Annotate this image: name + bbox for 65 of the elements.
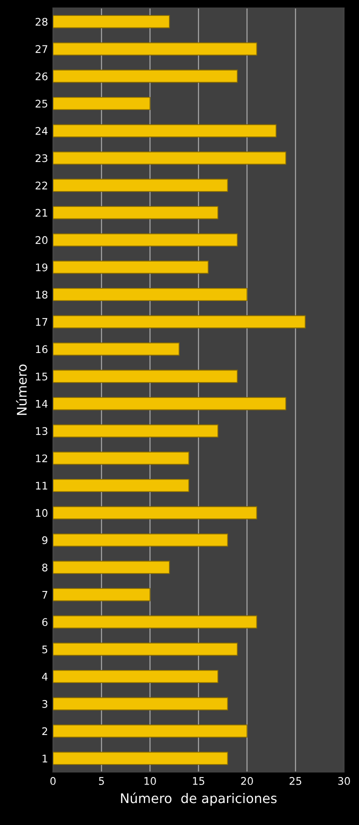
y-tick-label: 15	[36, 372, 48, 380]
bar	[53, 178, 228, 192]
y-tick-label: 14	[36, 400, 48, 408]
y-tick-label: 18	[36, 290, 48, 299]
y-tick-label: 7	[42, 591, 48, 599]
bar	[53, 588, 150, 602]
x-tick-label: 25	[290, 777, 302, 785]
x-tick-label: 15	[193, 777, 204, 785]
y-tick-label: 24	[36, 127, 48, 135]
y-tick-label: 6	[42, 618, 48, 626]
x-tick-label: 20	[241, 777, 253, 785]
y-tick-label: 2	[42, 727, 48, 736]
y-tick-label: 21	[36, 208, 48, 217]
y-axis-title: Número	[16, 364, 27, 415]
bar	[53, 42, 258, 56]
bar	[53, 752, 228, 765]
y-tick-label: 4	[42, 672, 48, 680]
bar	[53, 534, 228, 547]
bar	[53, 452, 190, 465]
y-tick-label: 12	[36, 454, 48, 462]
bar	[53, 506, 258, 520]
bar	[53, 15, 170, 28]
x-tick-label: 10	[144, 777, 156, 785]
y-tick-label: 1	[42, 754, 48, 762]
y-tick-label: 8	[42, 564, 48, 572]
y-tick-label: 19	[36, 263, 48, 272]
bar	[53, 560, 170, 574]
y-tick-label: 25	[36, 100, 48, 108]
y-tick-label: 11	[36, 482, 48, 490]
y-tick-label: 20	[36, 236, 48, 244]
bar	[53, 260, 209, 274]
bar	[53, 342, 180, 356]
y-tick-label: 26	[36, 72, 48, 80]
x-tick-label: 0	[50, 777, 56, 785]
bar	[53, 370, 238, 383]
bar	[53, 697, 228, 710]
bar	[53, 478, 190, 492]
y-tick-label: 9	[42, 536, 48, 544]
y-tick-label: 3	[42, 700, 48, 708]
x-tick-label: 5	[98, 777, 104, 785]
x-tick-label: 30	[338, 777, 350, 785]
y-tick-label: 17	[36, 318, 48, 326]
bar	[53, 206, 218, 220]
bar	[53, 70, 238, 83]
bar	[53, 642, 238, 656]
bar	[53, 152, 286, 165]
y-tick-label: 22	[36, 182, 48, 190]
x-axis-title: Número de apariciones	[121, 792, 277, 806]
bar	[53, 724, 248, 738]
bar	[53, 124, 277, 138]
y-tick-label: 16	[36, 345, 48, 354]
y-tick-label: 5	[42, 646, 48, 654]
y-tick-label: 28	[36, 18, 48, 26]
bar	[53, 670, 218, 684]
y-tick-label: 13	[36, 427, 48, 436]
bar	[53, 233, 238, 246]
bar	[53, 615, 258, 628]
bar	[53, 288, 248, 302]
y-tick-label: 10	[36, 509, 48, 517]
bar	[53, 424, 218, 438]
y-tick-label: 27	[36, 45, 48, 53]
bar	[53, 315, 306, 328]
bar	[53, 96, 150, 110]
y-tick-label: 23	[36, 154, 48, 162]
bar	[53, 397, 286, 410]
